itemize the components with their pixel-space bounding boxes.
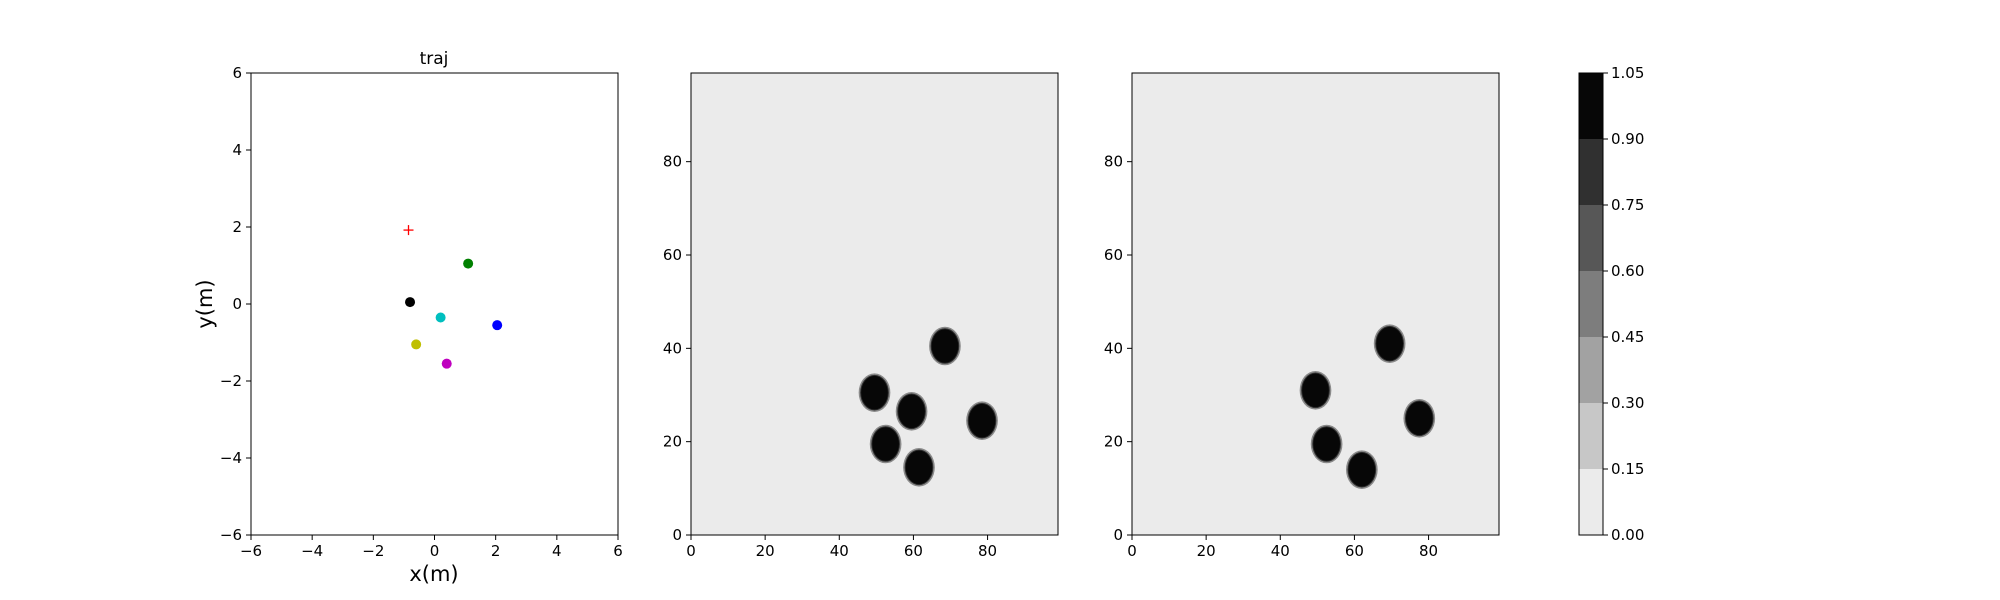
x-tick-label: 0: [430, 542, 440, 560]
y-tick-label: 40: [1104, 339, 1123, 357]
occupancy-blob: [858, 373, 891, 412]
heatmap-blobs: [858, 326, 998, 487]
colorbar-frame: [1578, 72, 1604, 536]
x-axis-label: x(m): [409, 562, 458, 586]
scatter-point: [405, 297, 416, 308]
x-tick-label: 80: [1419, 542, 1438, 560]
scatter-point: [463, 258, 474, 269]
heatmap-background: [1132, 73, 1499, 535]
x-tick-label: 4: [552, 542, 562, 560]
x-tick-label: 0: [686, 542, 696, 560]
colorbar-band: [1579, 403, 1603, 469]
occupancy-blob: [869, 424, 902, 464]
x-tick-label: 2: [491, 542, 501, 560]
colorbar-band: [1579, 337, 1603, 403]
x-tick-label: 60: [904, 542, 923, 560]
y-tick-label: 60: [663, 246, 682, 264]
x-tick-label: 80: [978, 542, 997, 560]
y-tick-label: 4: [232, 141, 242, 159]
x-tick-label: −4: [301, 542, 323, 560]
y-tick-label: 0: [232, 295, 242, 313]
goal-marker: [403, 225, 414, 236]
x-tick-label: 40: [1271, 542, 1290, 560]
occupancy-blob: [903, 448, 935, 487]
x-tick-label: −2: [362, 542, 384, 560]
scatter-point: [435, 312, 446, 323]
occupancy-blob: [1373, 324, 1406, 363]
heatmap-panel-2: 0 20 40 60 80 0 20 40 60 80: [1104, 72, 1500, 560]
colorbar-band: [1579, 139, 1603, 205]
colorbar-tick-label: 0.75: [1611, 196, 1644, 214]
occupancy-blob: [966, 401, 998, 440]
y-tick-label: 20: [663, 433, 682, 451]
colorbar-band: [1579, 469, 1603, 535]
x-ticks: 0 20 40 60 80: [1127, 535, 1438, 560]
y-tick-label: 80: [1104, 153, 1123, 171]
colorbar-tick-label: 1.05: [1611, 64, 1644, 82]
heatmap-blobs: [1299, 324, 1436, 489]
x-tick-label: 40: [830, 542, 849, 560]
occupancy-blob: [929, 326, 961, 366]
y-tick-label: 0: [672, 526, 682, 544]
y-tick-label: 0: [1113, 526, 1123, 544]
colorbar-tick-label: 0.30: [1611, 394, 1644, 412]
colorbar-ticks: 0.00 0.15 0.30 0.45 0.60 0.75 0.90 1.05: [1603, 64, 1644, 544]
colorbar-tick-label: 0.60: [1611, 262, 1644, 280]
y-tick-label: 2: [232, 218, 242, 236]
scatter-point: [411, 339, 422, 350]
plot-frame: [1131, 72, 1500, 536]
x-ticks: −6 −4 −2 0 2 4 6: [240, 535, 623, 560]
y-ticks: 0 20 40 60 80: [1104, 153, 1132, 544]
colorbar-tick-label: 0.90: [1611, 130, 1644, 148]
x-tick-label: 6: [613, 542, 623, 560]
colorbar: 0.00 0.15 0.30 0.45 0.60 0.75 0.90 1.05: [1578, 64, 1644, 544]
x-tick-label: −6: [240, 542, 262, 560]
colorbar-tick-label: 0.45: [1611, 328, 1644, 346]
traj-panel: traj −6 −4 −2 0 2 4 6 −6 −4 −2 0 2 4 6 x(m) y(m): [193, 49, 623, 586]
y-ticks: −6 −4 −2 0 2 4 6: [220, 64, 251, 544]
occupancy-blob: [1403, 399, 1436, 438]
y-tick-label: −6: [220, 526, 242, 544]
scatter-point: [441, 358, 452, 369]
chart-title: traj: [420, 49, 449, 69]
x-tick-label: 20: [756, 542, 775, 560]
y-tick-label: −4: [220, 449, 242, 467]
heatmap-background: [691, 73, 1058, 535]
x-ticks: 0 20 40 60 80: [686, 535, 997, 560]
colorbar-band: [1579, 73, 1603, 139]
y-ticks: 0 20 40 60 80: [663, 153, 691, 544]
scatter-point: [492, 320, 503, 331]
colorbar-band: [1579, 205, 1603, 271]
occupancy-blob: [1310, 424, 1343, 464]
colorbar-tick-label: 0.00: [1611, 526, 1644, 544]
y-tick-label: 40: [663, 339, 682, 357]
x-tick-label: 20: [1197, 542, 1216, 560]
scatter-points: [403, 225, 503, 369]
occupancy-blob: [895, 392, 928, 431]
colorbar-bands: [1579, 73, 1603, 535]
occupancy-blob: [1299, 371, 1332, 410]
y-tick-label: 80: [663, 153, 682, 171]
plot-frame: [690, 72, 1059, 536]
y-tick-label: 20: [1104, 433, 1123, 451]
y-tick-label: −2: [220, 372, 242, 390]
colorbar-band: [1579, 271, 1603, 337]
y-axis-label: y(m): [193, 279, 217, 328]
heatmap-panel-1: 0 20 40 60 80 0 20 40 60 80: [663, 72, 1059, 560]
x-tick-label: 60: [1345, 542, 1364, 560]
x-tick-label: 0: [1127, 542, 1137, 560]
y-tick-label: 6: [232, 64, 242, 82]
occupancy-blob: [1345, 450, 1378, 489]
colorbar-tick-label: 0.15: [1611, 460, 1644, 478]
y-tick-label: 60: [1104, 246, 1123, 264]
plot-area: [250, 72, 619, 536]
